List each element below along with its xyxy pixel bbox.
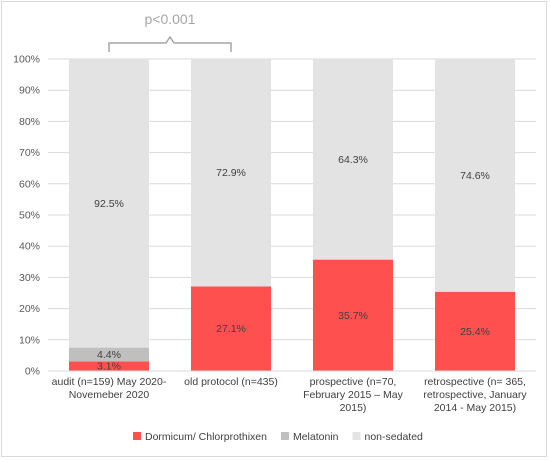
x-tick-label-line: 2014 - May 2015) xyxy=(434,402,516,414)
x-tick-label: retrospective (n= 365, retrospective, Jan… xyxy=(423,376,527,414)
data-label: 3.1% xyxy=(97,361,121,373)
y-tick-label: 10% xyxy=(19,334,40,346)
p-value-label: p<0.001 xyxy=(145,11,196,27)
y-tick-label: 90% xyxy=(19,85,40,97)
legend-label: non-sedated xyxy=(365,431,424,443)
data-label: 35.7% xyxy=(338,310,368,322)
y-tick-label: 30% xyxy=(19,272,40,284)
bar-segment xyxy=(435,59,515,292)
y-axis: 0% 10% 20% 30% 40% 50% 60% 70% 80% 90% 100% xyxy=(13,54,40,378)
bar-segment xyxy=(313,59,393,260)
x-tick-label-line: retrospective, January xyxy=(423,389,527,401)
y-tick-label: 70% xyxy=(19,147,40,159)
bar-segment xyxy=(191,59,271,287)
bar-segment xyxy=(313,259,393,371)
legend-label: Dormicum/ Chlorprothixen xyxy=(145,431,267,443)
bars xyxy=(69,59,515,371)
data-label: 92.5% xyxy=(94,198,124,210)
y-tick-label: 20% xyxy=(19,303,40,315)
data-label: 74.6% xyxy=(460,170,490,182)
data-label: 25.4% xyxy=(460,326,490,338)
data-label: 72.9% xyxy=(216,167,246,179)
bar-segment xyxy=(69,361,149,371)
y-tick-label: 40% xyxy=(19,241,40,253)
bar-segment xyxy=(69,59,149,348)
bar-segment xyxy=(69,347,149,362)
data-label: 27.1% xyxy=(216,323,246,335)
y-tick-label: 50% xyxy=(19,210,40,222)
x-tick-label: audit (n=159) May 2020-Novemeber 2020 xyxy=(52,376,167,401)
legend-label: Melatonin xyxy=(293,431,339,443)
x-tick-label-line: 2015) xyxy=(340,402,367,414)
data-label: 64.3% xyxy=(338,154,368,166)
legend-swatch xyxy=(133,432,141,440)
x-tick-label-line: February 2015 – May xyxy=(303,389,404,401)
x-tick-label-line: old protocol (n=435) xyxy=(184,376,278,388)
x-tick-label-line: retrospective (n= 365, xyxy=(424,376,526,388)
x-tick-label-line: Novemeber 2020 xyxy=(69,389,150,401)
legend-swatch xyxy=(280,432,289,440)
x-axis: audit (n=159) May 2020-Novemeber 2020 old… xyxy=(48,370,536,414)
bar-segment xyxy=(191,286,271,371)
x-tick-label: old protocol (n=435) xyxy=(184,376,278,388)
significance-bracket xyxy=(108,35,232,52)
legend-swatch xyxy=(352,432,361,440)
data-labels: 3.1%4.4% 92.5% 27.1% 72.9% 35.7% 64.3% 25.4% 74… xyxy=(94,154,490,373)
data-label: 4.4% xyxy=(97,349,121,361)
y-tick-label: 80% xyxy=(19,116,40,128)
x-tick-label-line: prospective (n=70, xyxy=(310,376,397,388)
y-tick-label: 0% xyxy=(25,366,40,378)
bar-segment xyxy=(435,291,515,371)
x-tick-label-line: audit (n=159) May 2020- xyxy=(52,376,167,388)
significance-annotation: p<0.001 xyxy=(108,11,232,52)
y-tick-label: 100% xyxy=(13,54,40,66)
legend: Dormicum/ Chlorprothixen Melatonin non-sed… xyxy=(133,431,423,443)
y-tick-label: 60% xyxy=(19,178,40,190)
x-tick-label: prospective (n=70, February 2015 – May 201… xyxy=(303,376,404,414)
